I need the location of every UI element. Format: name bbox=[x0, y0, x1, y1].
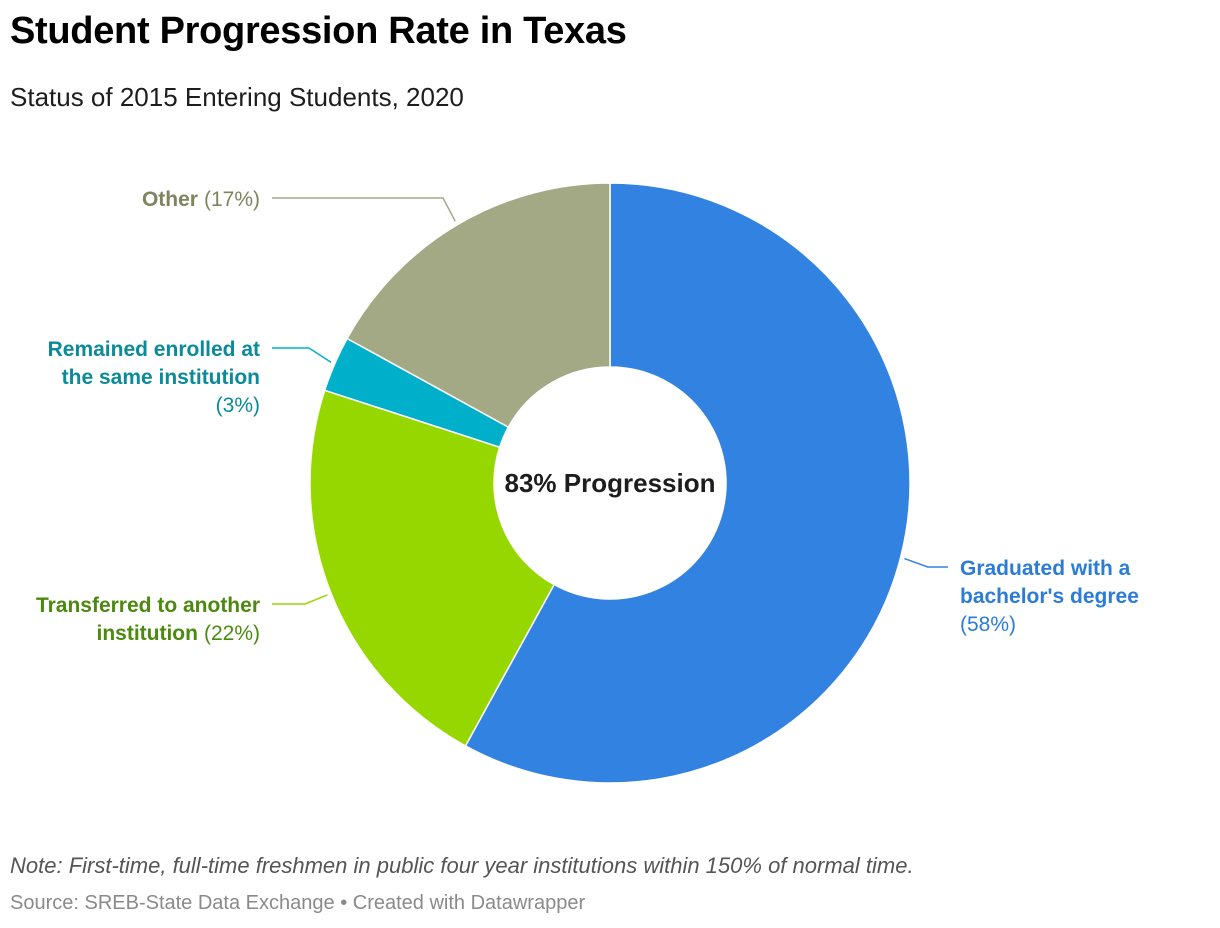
leader-line-remained-enrolled-at-the-same-institution bbox=[272, 347, 332, 363]
leader-line-graduated-with-a-bachelor-s-degree bbox=[904, 557, 948, 568]
label-line: Transferred to another bbox=[36, 594, 260, 617]
label-percent: (22%) bbox=[204, 622, 260, 645]
footer-separator: • bbox=[340, 892, 348, 914]
source-text: Source: SREB-State Data Exchange bbox=[10, 892, 335, 914]
slice-graduated-with-a-bachelor-s-degree bbox=[464, 182, 911, 784]
label-line: Other bbox=[142, 188, 198, 211]
donut-chart: Graduated with a bachelor's degree (58%) Tr… bbox=[36, 182, 1139, 784]
chart-note: Note: First-time, full-time freshmen in … bbox=[10, 853, 914, 878]
label-line: Remained enrolled at bbox=[48, 338, 260, 361]
label-line: bachelor's degree bbox=[960, 585, 1139, 608]
credit-text: Created with Datawrapper bbox=[352, 892, 586, 914]
chart-footer: Source: SREB-State Data Exchange • Creat… bbox=[10, 892, 585, 915]
svg-text:Other(17%): Other (17%) bbox=[142, 188, 260, 211]
label-graduated-with-a-bachelor-s-degree: Graduated with a bachelor's degree (58%) bbox=[960, 557, 1139, 636]
label-percent: (3%) bbox=[216, 394, 260, 417]
leader-line-transferred-to-another-institution bbox=[272, 594, 328, 605]
chart-title: Student Progression Rate in Texas bbox=[10, 10, 627, 52]
label-line: the same institution bbox=[62, 366, 260, 389]
slice-other bbox=[346, 182, 611, 429]
label-transferred-to-another-institution: Transferred to another institution (22%) bbox=[36, 594, 260, 645]
chart-subtitle: Status of 2015 Entering Students, 2020 bbox=[10, 82, 464, 112]
label-line: Graduated with a bbox=[960, 557, 1131, 580]
center-label: 83% Progression bbox=[505, 468, 716, 498]
label-percent: (17%) bbox=[204, 188, 260, 211]
label-remained-enrolled-at-the-same-institution: Remained enrolled at the same institution… bbox=[48, 338, 260, 417]
slice-transferred-to-another-institution bbox=[309, 389, 556, 747]
label-other: Other (17%) bbox=[142, 188, 260, 211]
label-percent: (58%) bbox=[960, 613, 1016, 636]
leader-line-other bbox=[272, 197, 456, 222]
label-line: institution bbox=[96, 622, 197, 645]
